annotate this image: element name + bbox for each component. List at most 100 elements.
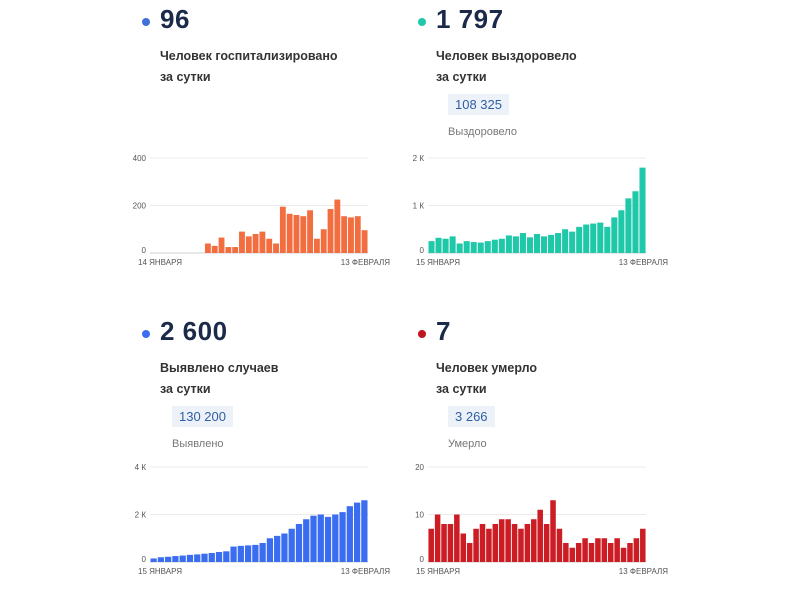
bar (324, 516, 332, 562)
bar (341, 216, 348, 253)
bar (519, 233, 526, 253)
bar (454, 514, 460, 562)
bar (218, 237, 225, 253)
bar (252, 234, 259, 253)
bar (259, 231, 266, 253)
y-tick-label: 20 (415, 463, 424, 472)
bar (505, 235, 512, 253)
bar (295, 524, 303, 562)
bar (303, 519, 310, 562)
detected-total: 130 200 (172, 406, 233, 427)
bar (320, 229, 327, 253)
bar (435, 237, 442, 253)
x-end-label: 13 ФЕВРАЛЯ (341, 258, 390, 267)
bar (498, 238, 505, 253)
deaths-count: 7 (436, 316, 451, 346)
y-tick-label: 2 К (135, 511, 147, 520)
y-tick-label: 2 К (413, 154, 425, 163)
y-tick-label: 4 К (135, 463, 147, 472)
deaths-desc-line2: за сутки (436, 382, 487, 396)
bar (354, 216, 361, 253)
bar (479, 524, 486, 562)
bar (447, 524, 454, 562)
recovered-panel: 1 797 Человек выздоровело за сутки 108 3… (418, 4, 698, 294)
y-tick-label: 0 (420, 246, 425, 255)
bar (239, 231, 245, 253)
bar (215, 552, 223, 562)
bar (548, 234, 555, 253)
bar (456, 243, 463, 253)
bar (434, 514, 441, 562)
bar (186, 554, 194, 562)
bar (223, 551, 230, 562)
y-tick-label: 0 (142, 555, 147, 564)
bar (632, 191, 639, 253)
bar (327, 209, 334, 253)
x-start-label: 15 ЯНВАРЯ (138, 567, 182, 576)
bar (537, 509, 543, 562)
bar (281, 533, 288, 562)
detected-count: 2 600 (160, 316, 228, 346)
bar (310, 515, 317, 562)
bar (266, 238, 273, 253)
bar (245, 236, 252, 253)
bar (618, 210, 625, 253)
bar (307, 210, 314, 253)
detected-total-label: Выявлено (172, 438, 224, 450)
bar (157, 557, 165, 562)
bar (274, 535, 281, 562)
bar (512, 236, 519, 253)
bar (460, 533, 467, 562)
bar (620, 547, 627, 562)
bar (583, 224, 590, 253)
bar (346, 506, 353, 562)
bar (201, 553, 208, 562)
bar (259, 543, 266, 562)
bar (165, 556, 172, 562)
x-end-label: 13 ФЕВРАЛЯ (619, 567, 668, 576)
detected-description: Выявлено случаев за сутки (160, 358, 278, 400)
bar (194, 554, 201, 562)
bar (473, 528, 479, 562)
bar (486, 528, 492, 562)
hospitalized-chart: 0 200 400 14 ЯНВАРЯ 13 ФЕВРАЛЯ (133, 154, 391, 267)
bar (428, 528, 434, 562)
bar (576, 226, 583, 253)
bar (640, 528, 646, 562)
x-end-label: 13 ФЕВРАЛЯ (341, 567, 390, 576)
bar (633, 538, 640, 562)
bar (470, 242, 477, 253)
bar (211, 245, 218, 253)
bar (252, 544, 259, 562)
bar (562, 229, 569, 253)
bar (604, 226, 611, 253)
y-tick-label: 10 (415, 511, 424, 520)
deaths-total-label: Умерло (448, 438, 487, 450)
recovered-chart: 0 1 К 2 К 15 ЯНВАРЯ 13 ФЕВРАЛЯ (413, 154, 669, 267)
bar (279, 206, 286, 253)
bar (550, 500, 556, 562)
deaths-description: Человек умерло за сутки (436, 358, 537, 400)
bar (588, 543, 595, 562)
bar (511, 524, 518, 562)
x-end-label: 13 ФЕВРАЛЯ (619, 258, 668, 267)
hospitalized-desc-line2: за сутки (160, 70, 211, 84)
bar (300, 216, 307, 253)
detected-desc-line1: Выявлено случаев (160, 361, 279, 375)
bar (273, 243, 279, 253)
bar (266, 538, 274, 562)
bar (555, 233, 562, 253)
bar (484, 241, 491, 253)
recovered-total-label: Выздоровело (448, 126, 517, 138)
bar (348, 217, 354, 253)
deaths-dot (418, 330, 426, 338)
recovered-count: 1 797 (436, 4, 504, 34)
deaths-total: 3 266 (448, 406, 495, 427)
hospitalized-desc-line1: Человек госпитализировано (160, 49, 338, 63)
bar (543, 524, 550, 562)
bar (232, 247, 239, 253)
hospitalized-dot (142, 18, 150, 26)
bar (541, 236, 548, 253)
bar (614, 538, 620, 562)
bar (361, 500, 368, 562)
